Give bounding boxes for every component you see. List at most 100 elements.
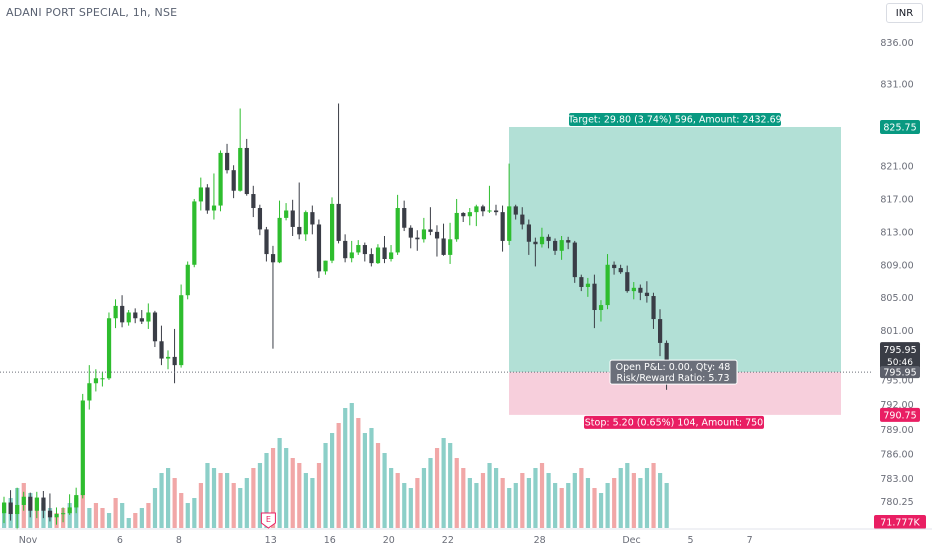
volume-bar <box>539 463 545 528</box>
candle-body <box>598 305 604 311</box>
candle-body <box>8 502 13 515</box>
price-tick-label: 801.00 <box>880 326 913 337</box>
candle-body <box>303 212 308 235</box>
candle-body <box>270 254 276 263</box>
candle-body <box>395 208 400 253</box>
candle-body <box>244 147 249 195</box>
candle-body <box>343 240 348 259</box>
candle-body <box>461 212 466 217</box>
volume-bar <box>625 463 630 528</box>
candle-body <box>80 400 85 496</box>
volume-bar <box>336 423 341 528</box>
volume-bar <box>166 468 171 528</box>
candle-body <box>126 312 131 323</box>
volume-bar <box>238 488 243 528</box>
candle-body <box>402 208 407 228</box>
candle-body <box>218 152 223 206</box>
volume-bar <box>231 483 236 528</box>
volume-bar <box>533 468 538 528</box>
time-tick-label: 8 <box>176 535 182 546</box>
candle-body <box>277 217 282 263</box>
candle-body <box>323 260 328 272</box>
volume-bar <box>257 463 263 528</box>
candle-body <box>421 229 427 240</box>
volume-bar <box>664 483 669 528</box>
volume-bar <box>113 498 118 528</box>
volume-bar <box>356 418 361 528</box>
candle-body <box>507 206 512 241</box>
candle-body <box>15 504 20 515</box>
price-tick-label: 836.00 <box>880 38 913 49</box>
volume-bar <box>179 493 184 528</box>
volume-bar <box>87 508 92 528</box>
candle-body <box>618 268 623 273</box>
svg-text:Risk/Reward Ratio: 5.73: Risk/Reward Ratio: 5.73 <box>616 373 729 384</box>
candle-body <box>113 305 118 319</box>
svg-text:790.75: 790.75 <box>883 410 916 421</box>
volume-bar <box>467 478 472 528</box>
price-tick-label: 780.25 <box>880 497 913 508</box>
volume-bar <box>198 483 203 528</box>
volume-bar <box>651 463 656 528</box>
candle-body <box>644 292 650 297</box>
candle-body <box>120 305 125 323</box>
price-tick-label: 817.00 <box>880 194 913 205</box>
candle-body <box>487 210 492 212</box>
current-price-badge: 795.95 50:46 <box>880 342 920 370</box>
volume-bar <box>389 468 394 528</box>
volume-bar <box>316 463 322 528</box>
price-tick-label: 792.00 <box>880 400 913 411</box>
candle-body <box>159 341 164 359</box>
candle-body <box>238 147 243 191</box>
candle-body <box>54 514 59 518</box>
candle-body <box>231 170 236 191</box>
volume-bar <box>546 473 551 528</box>
volume-bar <box>93 503 99 528</box>
svg-text:Stop: 5.20 (0.65%) 104, Amount: Stop: 5.20 (0.65%) 104, Amount: 750 <box>585 417 763 428</box>
candle-body <box>330 203 335 261</box>
candle-body <box>441 238 446 255</box>
volume-bar <box>106 513 112 528</box>
candle-body <box>211 205 217 211</box>
candle-body <box>553 240 558 251</box>
candle-body <box>185 264 190 296</box>
volume-bar <box>566 483 571 528</box>
stop-price-badge: 790.75 <box>880 407 920 422</box>
volume-bar <box>612 478 617 528</box>
volume-bar <box>487 463 492 528</box>
price-tick-label: 783.00 <box>880 474 913 485</box>
candle-body <box>494 210 499 213</box>
time-tick-label: 13 <box>265 535 277 546</box>
volume-bar <box>408 488 413 528</box>
volume-bar <box>80 493 85 528</box>
candle-body <box>467 212 472 217</box>
target-zone[interactable] <box>509 126 841 373</box>
volume-bar <box>428 458 433 528</box>
candle-body <box>526 224 531 242</box>
earnings-marker[interactable]: E <box>260 512 276 529</box>
volume-bar <box>644 468 650 528</box>
candle-body <box>592 283 597 311</box>
volume-bar <box>494 468 499 528</box>
candle-body <box>605 264 610 306</box>
price-tick-label: 795.00 <box>880 375 913 386</box>
volume-bar <box>585 478 591 528</box>
volume-bar <box>159 473 164 528</box>
volume-bar <box>454 458 459 528</box>
volume-bar <box>520 473 525 528</box>
candle-body <box>362 245 367 255</box>
candle-body <box>179 295 184 366</box>
candle-body <box>41 497 46 511</box>
price-tick-label: 805.00 <box>880 293 913 304</box>
currency-selector[interactable]: INR <box>886 3 923 23</box>
candle-body <box>408 227 413 238</box>
time-tick-label: Dec <box>622 535 640 546</box>
candle-body <box>166 356 171 359</box>
time-tick-label: 7 <box>747 535 753 546</box>
volume-bar <box>474 483 479 528</box>
volume-bar <box>500 478 505 528</box>
price-tick-label: 821.00 <box>880 162 913 173</box>
stop-label: Stop: 5.20 (0.65%) 104, Amount: 750 <box>584 415 764 429</box>
candle-body <box>100 378 105 380</box>
